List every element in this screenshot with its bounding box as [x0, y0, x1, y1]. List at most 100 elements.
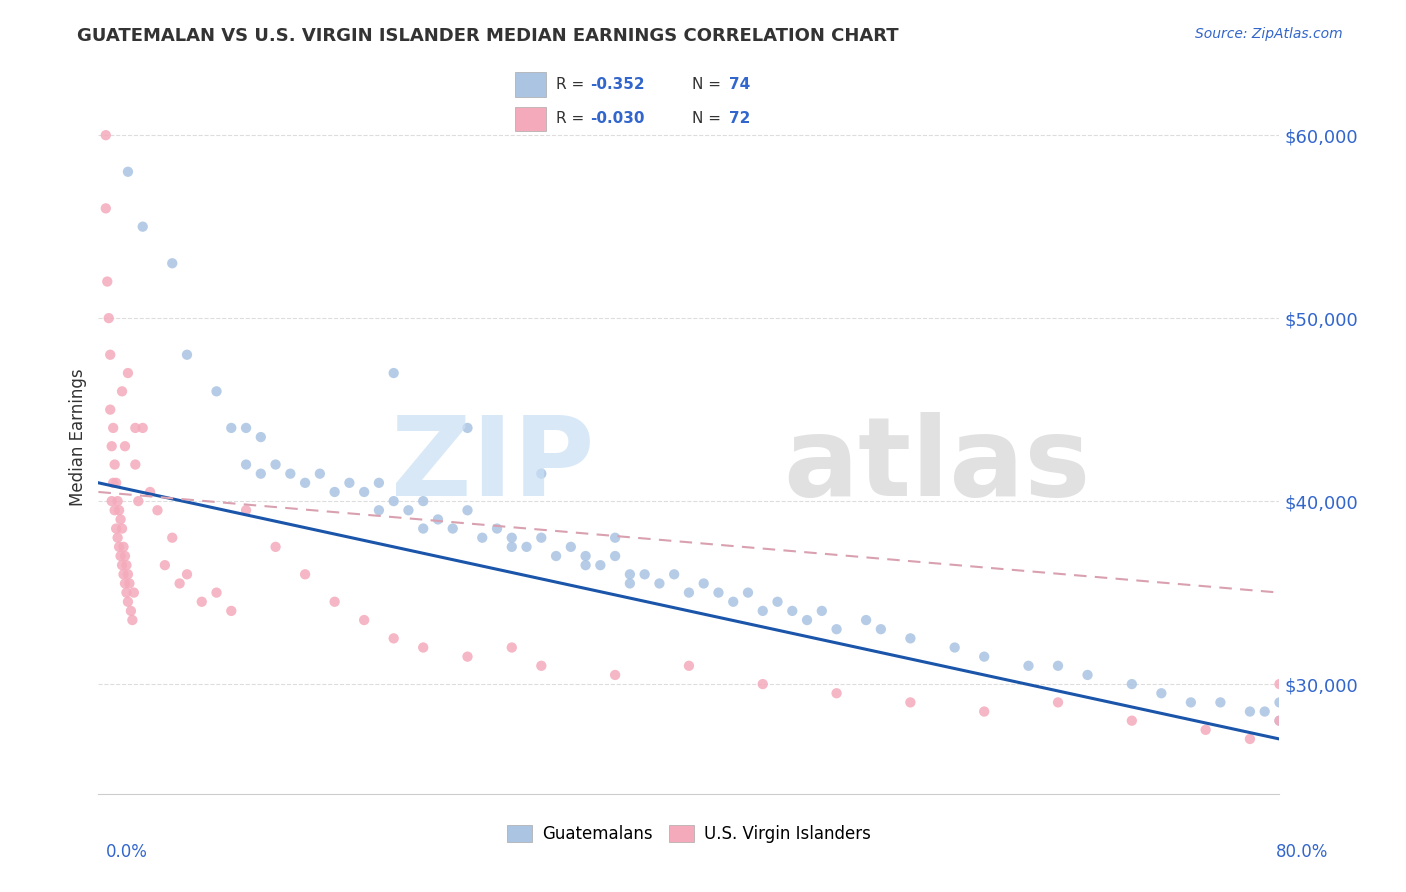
Point	[855, 613, 877, 627]
Point	[1150, 686, 1173, 700]
Point	[139, 485, 162, 500]
Point	[117, 567, 139, 582]
Legend: Guatemalans, U.S. Virgin Islanders: Guatemalans, U.S. Virgin Islanders	[501, 818, 877, 850]
Point	[693, 576, 716, 591]
Point	[294, 475, 316, 490]
Point	[1239, 705, 1261, 719]
Point	[96, 275, 118, 289]
Point	[122, 585, 145, 599]
Point	[752, 677, 775, 691]
Point	[707, 585, 730, 599]
Point	[132, 421, 155, 435]
Point	[105, 522, 128, 536]
Point	[973, 705, 995, 719]
Point	[723, 595, 745, 609]
Point	[900, 695, 922, 709]
Point	[250, 430, 273, 444]
Point	[162, 256, 183, 270]
Bar	[516, 107, 547, 131]
Bar	[516, 72, 547, 96]
Point	[97, 311, 120, 326]
Point	[103, 421, 125, 435]
Point	[94, 128, 117, 143]
Point	[457, 649, 479, 664]
Point	[825, 686, 848, 700]
Point	[1268, 714, 1291, 728]
Text: 74: 74	[728, 77, 751, 92]
Point	[221, 421, 243, 435]
Point	[1209, 695, 1232, 709]
Point	[250, 467, 273, 481]
Point	[943, 640, 966, 655]
Point	[112, 567, 135, 582]
Point	[605, 531, 627, 545]
Point	[104, 503, 127, 517]
Point	[782, 604, 804, 618]
Point	[353, 485, 375, 500]
Point	[117, 595, 139, 609]
Point	[115, 585, 138, 599]
Point	[605, 668, 627, 682]
Point	[900, 632, 922, 646]
Point	[114, 439, 136, 453]
Point	[412, 640, 434, 655]
Point	[368, 475, 391, 490]
Point	[973, 649, 995, 664]
Point	[98, 402, 121, 417]
Point	[634, 567, 657, 582]
Point	[108, 503, 131, 517]
Point	[1254, 705, 1277, 719]
Point	[120, 604, 142, 618]
Point	[382, 632, 405, 646]
Point	[825, 622, 848, 636]
Point	[810, 604, 832, 618]
Point	[530, 658, 553, 673]
Point	[100, 494, 122, 508]
Point	[382, 366, 405, 380]
Text: 72: 72	[728, 111, 751, 126]
Text: GUATEMALAN VS U.S. VIRGIN ISLANDER MEDIAN EARNINGS CORRELATION CHART: GUATEMALAN VS U.S. VIRGIN ISLANDER MEDIA…	[77, 27, 898, 45]
Point	[412, 522, 434, 536]
Point	[501, 540, 523, 554]
Point	[108, 540, 131, 554]
Point	[398, 503, 420, 517]
Point	[117, 165, 139, 179]
Point	[107, 494, 129, 508]
Point	[530, 531, 553, 545]
Point	[1268, 677, 1291, 691]
Point	[162, 531, 183, 545]
Point	[678, 585, 700, 599]
Point	[127, 494, 149, 508]
Point	[382, 494, 405, 508]
Point	[412, 494, 434, 508]
Point	[105, 475, 128, 490]
Point	[1195, 723, 1218, 737]
Point	[368, 503, 391, 517]
Text: 0.0%: 0.0%	[105, 843, 148, 861]
Point	[486, 522, 509, 536]
Point	[560, 540, 582, 554]
Point	[176, 567, 198, 582]
Point	[1121, 714, 1143, 728]
Point	[124, 421, 146, 435]
Text: R =: R =	[555, 77, 589, 92]
Point	[100, 439, 122, 453]
Point	[294, 567, 316, 582]
Text: ZIP: ZIP	[391, 412, 595, 519]
Point	[264, 458, 287, 472]
Point	[104, 458, 127, 472]
Point	[471, 531, 494, 545]
Point	[94, 202, 117, 216]
Point	[766, 595, 789, 609]
Point	[132, 219, 155, 234]
Point	[1268, 695, 1291, 709]
Point	[221, 604, 243, 618]
Point	[575, 558, 598, 573]
Point	[457, 503, 479, 517]
Point	[205, 585, 228, 599]
Point	[546, 549, 568, 563]
Point	[323, 485, 346, 500]
Point	[107, 531, 129, 545]
Point	[648, 576, 671, 591]
Point	[796, 613, 818, 627]
